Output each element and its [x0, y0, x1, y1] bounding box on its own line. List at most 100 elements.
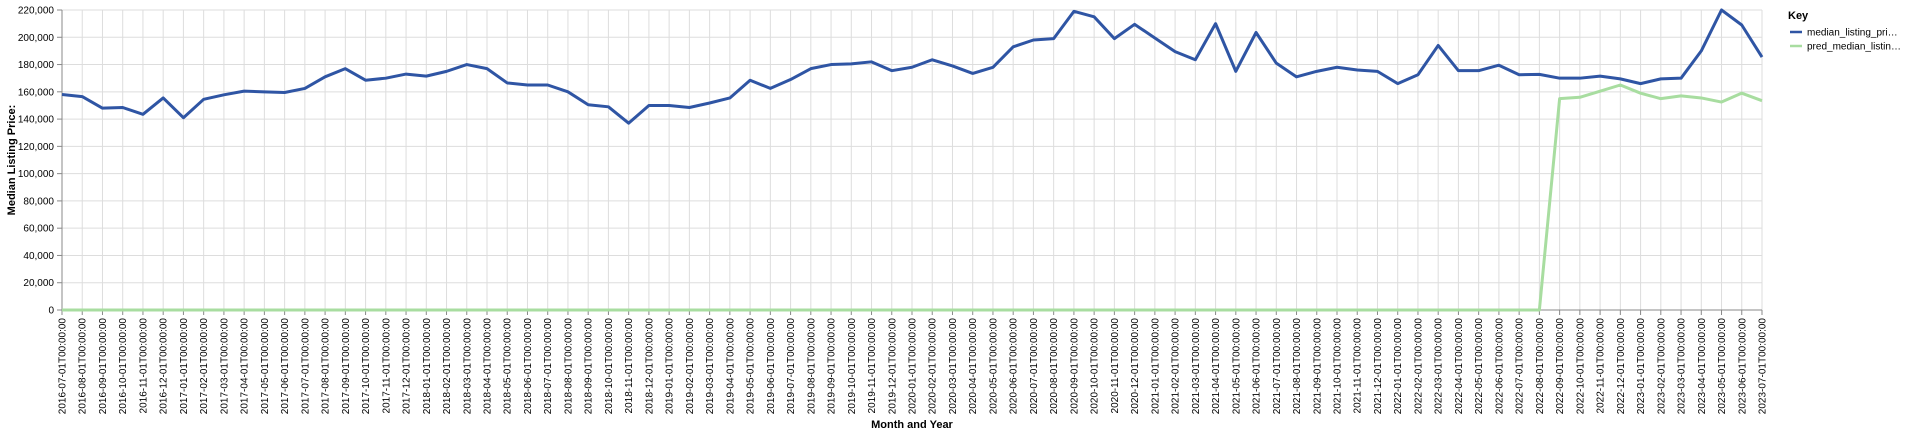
y-tick-label: 140,000 [18, 115, 55, 126]
legend-title: Key [1788, 10, 1809, 22]
x-tick-label: 2021-11-01T00:00:00 [1353, 318, 1364, 414]
x-tick-label: 2018-02-01T00:00:00 [442, 318, 453, 415]
x-tick-label: 2019-04-01T00:00:00 [725, 318, 736, 415]
x-tick-label: 2023-05-01T00:00:00 [1717, 318, 1728, 415]
x-tick-label: 2016-10-01T00:00:00 [118, 318, 129, 415]
x-tick-label: 2018-05-01T00:00:00 [503, 318, 514, 415]
x-tick-label: 2019-07-01T00:00:00 [786, 318, 797, 415]
y-tick-label: 160,000 [18, 87, 55, 98]
x-tick-label: 2023-04-01T00:00:00 [1697, 318, 1708, 415]
y-axis-title: Median Listing Price: [6, 105, 18, 216]
x-tick-label: 2019-01-01T00:00:00 [665, 318, 676, 415]
x-tick-label: 2022-07-01T00:00:00 [1515, 318, 1526, 415]
y-tick-label: 60,000 [23, 224, 54, 235]
x-tick-label: 2020-11-01T00:00:00 [1110, 318, 1121, 414]
y-tick-label: 120,000 [18, 142, 55, 153]
x-tick-label: 2016-12-01T00:00:00 [159, 318, 170, 415]
y-tick-label: 100,000 [18, 169, 55, 180]
y-tick-label: 220,000 [18, 6, 55, 17]
x-tick-label: 2022-05-01T00:00:00 [1474, 318, 1485, 415]
x-tick-label: 2017-12-01T00:00:00 [402, 318, 413, 415]
x-tick-label: 2020-06-01T00:00:00 [1009, 318, 1020, 415]
x-tick-label: 2018-10-01T00:00:00 [604, 318, 615, 415]
x-tick-label: 2019-05-01T00:00:00 [746, 318, 757, 415]
x-tick-label: 2022-02-01T00:00:00 [1413, 318, 1424, 415]
x-tick-label: 2018-08-01T00:00:00 [563, 318, 574, 415]
x-tick-label: 2023-07-01T00:00:00 [1758, 318, 1769, 415]
x-tick-label: 2019-12-01T00:00:00 [887, 318, 898, 415]
x-tick-label: 2018-09-01T00:00:00 [584, 318, 595, 415]
x-tick-label: 2018-04-01T00:00:00 [483, 318, 494, 415]
x-tick-label: 2021-02-01T00:00:00 [1171, 318, 1182, 415]
x-tick-labels: 2016-07-01T00:00:00 2016-08-01T00:00:00 20… [58, 318, 1769, 415]
x-tick-label: 2017-06-01T00:00:00 [280, 318, 291, 415]
x-tick-label: 2017-03-01T00:00:00 [219, 318, 230, 415]
x-tick-label: 2023-03-01T00:00:00 [1677, 318, 1688, 415]
x-tick-label: 2021-04-01T00:00:00 [1211, 318, 1222, 415]
legend-entry-label: median_listing_pri… [1807, 28, 1898, 39]
x-tick-label: 2016-08-01T00:00:00 [78, 318, 89, 415]
legend-entry-label: pred_median_listin… [1807, 42, 1901, 53]
x-tick-label: 2020-02-01T00:00:00 [928, 318, 939, 415]
x-tick-label: 2022-06-01T00:00:00 [1494, 318, 1505, 415]
x-tick-label: 2017-07-01T00:00:00 [300, 318, 311, 415]
x-tick-label: 2020-07-01T00:00:00 [1029, 318, 1040, 415]
x-tick-label: 2016-11-01T00:00:00 [138, 318, 149, 414]
x-tick-label: 2020-08-01T00:00:00 [1049, 318, 1060, 415]
x-tick-label: 2022-01-01T00:00:00 [1393, 318, 1404, 415]
x-tick-label: 2020-03-01T00:00:00 [948, 318, 959, 415]
x-tick-label: 2017-08-01T00:00:00 [321, 318, 332, 415]
x-tick-label: 2017-02-01T00:00:00 [199, 318, 210, 415]
x-tick-label: 2021-06-01T00:00:00 [1252, 318, 1263, 415]
x-tick-label: 2021-01-01T00:00:00 [1150, 318, 1161, 415]
x-tick-label: 2018-07-01T00:00:00 [543, 318, 554, 415]
x-tick-label: 2023-06-01T00:00:00 [1737, 318, 1748, 415]
x-tick-label: 2020-01-01T00:00:00 [908, 318, 919, 415]
x-tick-label: 2018-12-01T00:00:00 [644, 318, 655, 415]
x-tick-label: 2022-10-01T00:00:00 [1575, 318, 1586, 415]
x-tick-label: 2017-05-01T00:00:00 [260, 318, 271, 415]
gridlines [61, 9, 1763, 311]
x-tick-label: 2016-07-01T00:00:00 [58, 318, 69, 415]
y-tick-label: 80,000 [23, 196, 54, 207]
x-tick-label: 2021-10-01T00:00:00 [1333, 318, 1344, 415]
y-tick-label: 0 [48, 306, 54, 317]
x-tick-label: 2019-06-01T00:00:00 [766, 318, 777, 415]
x-tick-label: 2022-12-01T00:00:00 [1616, 318, 1627, 415]
x-tick-label: 2020-05-01T00:00:00 [988, 318, 999, 415]
x-tick-label: 2019-11-01T00:00:00 [867, 318, 878, 414]
x-tick-label: 2019-03-01T00:00:00 [705, 318, 716, 415]
x-tick-label: 2023-02-01T00:00:00 [1656, 318, 1667, 415]
x-tick-label: 2021-12-01T00:00:00 [1373, 318, 1384, 415]
x-tick-label: 2021-08-01T00:00:00 [1292, 318, 1303, 415]
y-tick-label: 180,000 [18, 60, 55, 71]
x-tick-label: 2021-05-01T00:00:00 [1231, 318, 1242, 415]
x-axis-title: Month and Year [871, 419, 953, 431]
x-tick-label: 2019-02-01T00:00:00 [685, 318, 696, 415]
x-tick-label: 2017-09-01T00:00:00 [341, 318, 352, 415]
x-tick-label: 2022-11-01T00:00:00 [1596, 318, 1607, 414]
y-tick-label: 40,000 [23, 251, 54, 262]
x-tick-label: 2018-03-01T00:00:00 [462, 318, 473, 415]
y-tick-labels: 0 20,000 40,000 60,000 80,000 100,000 120,000 1… [18, 6, 55, 317]
x-tick-label: 2023-01-01T00:00:00 [1636, 318, 1647, 415]
y-tick-label: 200,000 [18, 33, 55, 44]
y-tick-label: 20,000 [23, 278, 54, 289]
x-tick-label: 2020-12-01T00:00:00 [1130, 318, 1141, 415]
x-tick-label: 2017-11-01T00:00:00 [381, 318, 392, 414]
axes [57, 9, 1763, 315]
x-tick-label: 2017-04-01T00:00:00 [240, 318, 251, 415]
x-tick-label: 2021-03-01T00:00:00 [1191, 318, 1202, 415]
series-line [62, 83, 1763, 312]
x-tick-label: 2021-09-01T00:00:00 [1312, 318, 1323, 415]
series-line [61, 8, 1764, 125]
x-tick-label: 2022-08-01T00:00:00 [1535, 318, 1546, 415]
x-tick-label: 2018-01-01T00:00:00 [422, 318, 433, 415]
x-tick-label: 2022-03-01T00:00:00 [1434, 318, 1445, 415]
x-tick-label: 2022-04-01T00:00:00 [1454, 318, 1465, 415]
x-tick-label: 2022-09-01T00:00:00 [1555, 318, 1566, 415]
x-tick-label: 2017-01-01T00:00:00 [179, 318, 190, 415]
legend: Key median_listing_pri… pred_median_listi… [1788, 10, 1901, 53]
x-tick-label: 2021-07-01T00:00:00 [1272, 318, 1283, 415]
